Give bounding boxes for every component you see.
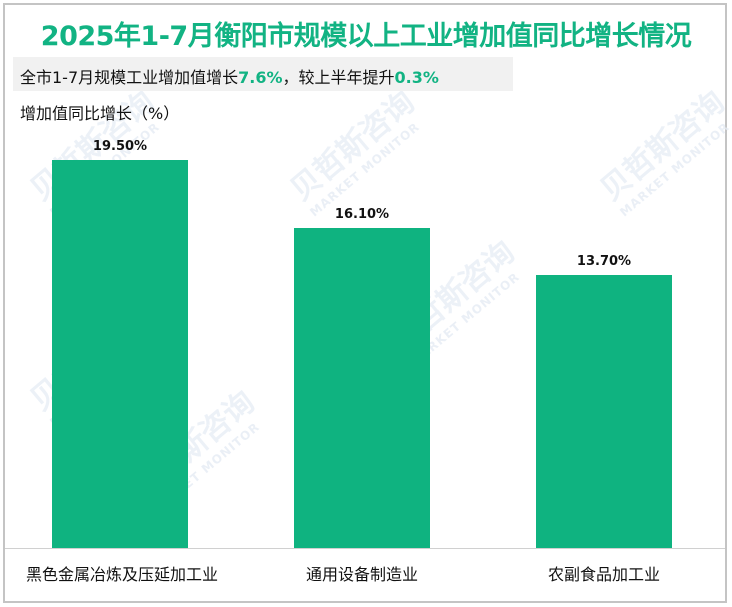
- subtitle-value-growth: 7.6%: [238, 68, 283, 87]
- bar: [536, 275, 672, 548]
- subtitle-box: [13, 57, 513, 91]
- subtitle: 全市1-7月规模工业增加值增长7.6%，较上半年提升0.3%: [20, 64, 439, 88]
- bar-value-label: 16.10%: [334, 207, 390, 222]
- y-axis-label: 增加值同比增长（%）: [20, 104, 180, 123]
- subtitle-mid: ，较上半年提升: [282, 68, 395, 87]
- bar: [294, 228, 430, 548]
- x-axis-category-label: 黑色金属冶炼及压延加工业: [25, 565, 218, 584]
- subtitle-value-increase: 0.3%: [394, 68, 439, 87]
- x-axis-line: [5, 548, 725, 549]
- x-axis-category-label: 农副食品加工业: [547, 565, 660, 584]
- chart-title: 2025年1-7月衡阳市规模以上工业增加值同比增长情况: [40, 21, 692, 52]
- bar: [52, 160, 188, 548]
- bar-value-label: 13.70%: [576, 254, 632, 269]
- x-axis-category-label: 通用设备制造业: [305, 565, 418, 584]
- bar-value-label: 19.50%: [92, 139, 148, 154]
- subtitle-prefix: 全市1-7月规模工业增加值增长: [20, 68, 239, 87]
- chart-frame: [3, 3, 727, 603]
